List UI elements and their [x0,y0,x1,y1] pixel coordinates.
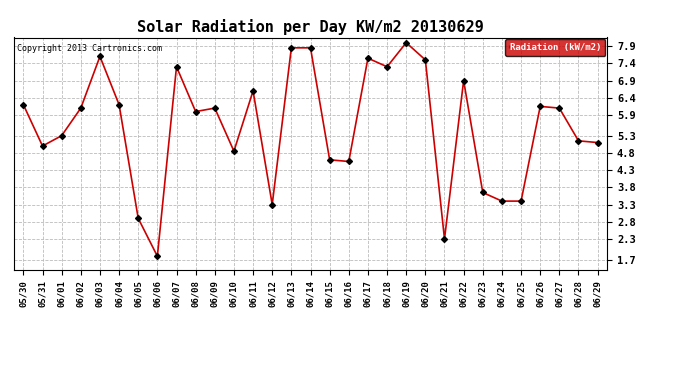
Title: Solar Radiation per Day KW/m2 20130629: Solar Radiation per Day KW/m2 20130629 [137,19,484,35]
Text: Copyright 2013 Cartronics.com: Copyright 2013 Cartronics.com [17,45,161,54]
Legend: Radiation (kW/m2): Radiation (kW/m2) [505,39,605,56]
